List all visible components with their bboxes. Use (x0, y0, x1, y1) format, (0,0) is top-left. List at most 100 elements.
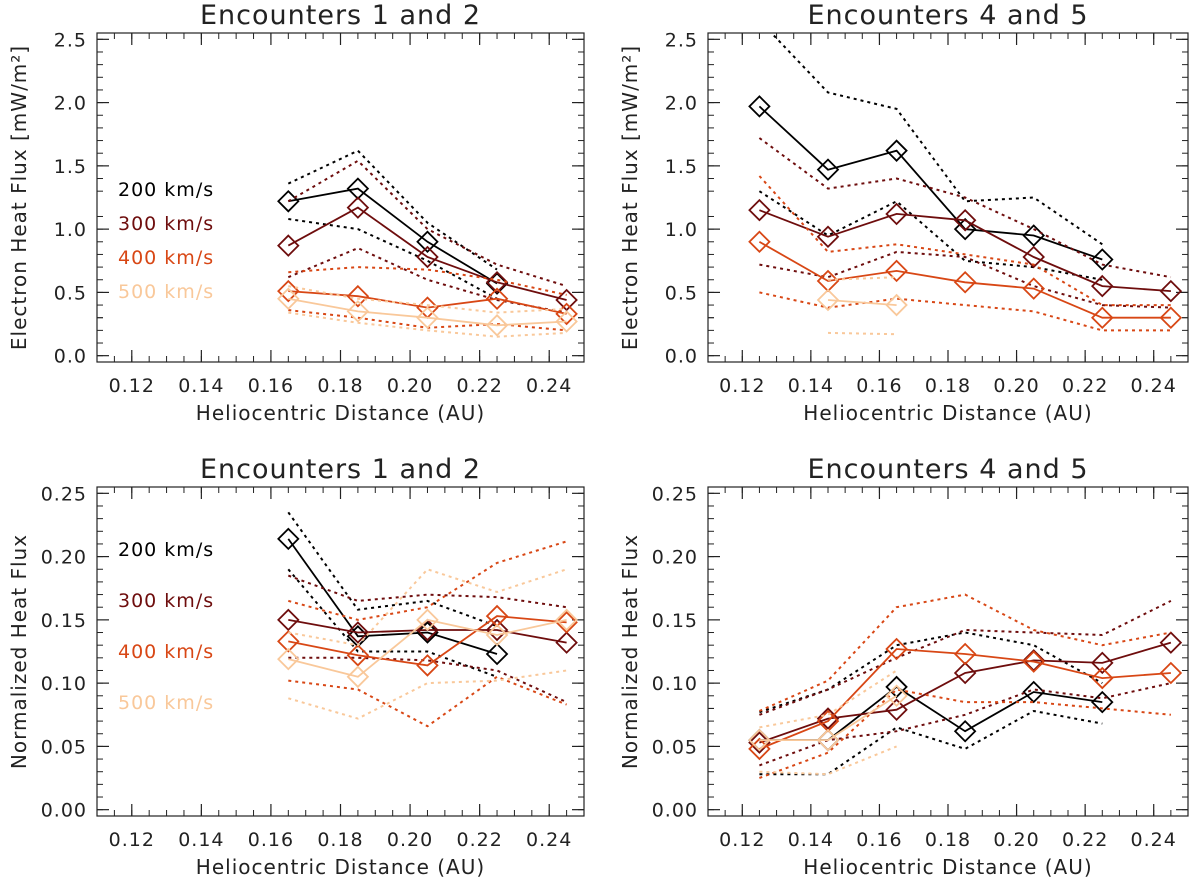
x-tick-label: 0.12 (109, 375, 155, 397)
x-tick-label: 0.14 (178, 829, 224, 851)
x-tick-label: 0.12 (109, 829, 155, 851)
series-400-marker (1159, 306, 1183, 329)
series-400-lower-bound (288, 675, 567, 728)
series-300-marker (1091, 274, 1114, 298)
series-400-upper-bound (288, 266, 567, 296)
series-400-marker (953, 271, 977, 294)
chart-title: Encounters 4 and 5 (807, 454, 1088, 485)
series-400-lower-bound (759, 688, 1171, 779)
series-300-line (759, 209, 1171, 292)
legend-label-400: 400 km/s (118, 247, 214, 269)
series-group (748, 33, 1183, 336)
series-500-marker (485, 623, 509, 647)
x-axis-label: Heliocentric Distance (AU) (803, 401, 1092, 425)
y-tick-label: 2.5 (54, 29, 87, 51)
x-tick-label: 0.14 (788, 829, 834, 851)
series-400-lower-bound (759, 291, 1171, 332)
series-500-marker (416, 608, 439, 632)
series-300-marker (953, 209, 977, 232)
series-400-upper-bound (758, 593, 1172, 712)
y-tick-label: 0.10 (652, 673, 698, 695)
series-200-marker (816, 158, 840, 181)
x-tick-label: 0.20 (387, 829, 433, 851)
series-400-marker (346, 644, 370, 667)
series-500-line (827, 299, 897, 306)
x-axis-label: Heliocentric Distance (AU) (196, 855, 485, 879)
series-500-marker (748, 728, 771, 752)
chart-title: Encounters 1 and 2 (200, 454, 481, 485)
series-300-upper-bound (287, 159, 567, 288)
x-tick-label: 0.24 (526, 829, 572, 851)
series-500-lower-bound (288, 311, 567, 338)
series-500-upper-bound (759, 669, 898, 729)
panel-2: 0.12 0.14 0.16 0.18 0.20 0.22 0.24 0.0 0.5 1.0 1.5… (618, 0, 1189, 425)
series-200-marker (1091, 690, 1114, 714)
series-300-marker (416, 618, 439, 642)
y-tick-label: 0.05 (41, 736, 87, 758)
panel-3: 0.12 0.14 0.16 0.18 0.20 0.22 0.24 0.00 0.05 0.10… (7, 454, 585, 879)
legend-label-500: 500 km/s (118, 281, 214, 303)
series-300-upper-bound (287, 574, 567, 609)
series-200-line (759, 685, 1103, 741)
series-500-marker (885, 684, 908, 708)
series-400-marker (1091, 306, 1114, 329)
series-500-marker (885, 293, 908, 317)
series-200-lower-bound (758, 190, 1103, 281)
series-400-line (288, 615, 567, 667)
series-400-upper-bound (288, 540, 567, 621)
series-400-marker (277, 630, 300, 653)
y-axis-label: Electron Heat Flux [mW/m²] (618, 45, 642, 350)
series-400-marker (346, 284, 370, 308)
y-tick-label: 0.15 (41, 610, 87, 632)
legend-label-200: 200 km/s (118, 539, 214, 561)
series-300-marker (346, 196, 370, 219)
y-tick-label: 0.20 (652, 547, 698, 569)
legend-label-500: 500 km/s (118, 692, 214, 714)
y-tick-label: 0.00 (652, 800, 698, 822)
x-tick-label: 0.18 (317, 829, 363, 851)
y-axis-label: Normalized Heat Flux (618, 534, 642, 769)
series-200-marker (416, 230, 439, 254)
series-200-marker (953, 719, 977, 743)
legend-label-300: 300 km/s (118, 213, 214, 235)
series-500-line (288, 618, 567, 678)
y-axis-label: Electron Heat Flux [mW/m²] (7, 45, 31, 350)
x-tick-label: 0.14 (788, 375, 834, 397)
x-tick-label: 0.20 (387, 375, 433, 397)
series-500-line (288, 297, 567, 327)
series-200-marker (485, 642, 509, 666)
series-200-marker (748, 95, 771, 118)
series-200-lower-bound (288, 218, 498, 300)
series-300-marker (346, 621, 370, 644)
series-500-lower-bound (827, 331, 897, 336)
series-200-lower-bound (287, 568, 498, 678)
series-200-line (288, 187, 498, 285)
y-tick-label: 2.0 (665, 93, 698, 115)
y-tick-label: 1.5 (54, 156, 87, 178)
y-tick-label: 0.25 (652, 483, 698, 505)
series-500-line (759, 695, 898, 741)
series-200-line (758, 105, 1103, 261)
series-500-marker (346, 665, 370, 689)
series-300-marker (885, 202, 908, 226)
series-300-marker (485, 271, 509, 294)
series-400-marker (748, 230, 771, 254)
series-group (748, 593, 1183, 779)
series-500-marker (346, 300, 370, 323)
x-tick-label: 0.22 (456, 829, 502, 851)
y-tick-label: 0.05 (652, 736, 698, 758)
series-500-marker (816, 288, 840, 312)
series-400-line (758, 241, 1171, 319)
series-group (277, 511, 578, 728)
series-500-marker (277, 287, 300, 311)
x-tick-label: 0.16 (856, 829, 902, 851)
x-tick-label: 0.14 (178, 375, 224, 397)
series-group (277, 149, 578, 338)
series-300-marker (555, 631, 578, 654)
x-tick-label: 0.12 (719, 375, 765, 397)
series-300-line (759, 641, 1172, 744)
series-400-marker (555, 302, 578, 326)
x-tick-label: 0.24 (1131, 375, 1177, 397)
series-300-marker (748, 198, 771, 222)
